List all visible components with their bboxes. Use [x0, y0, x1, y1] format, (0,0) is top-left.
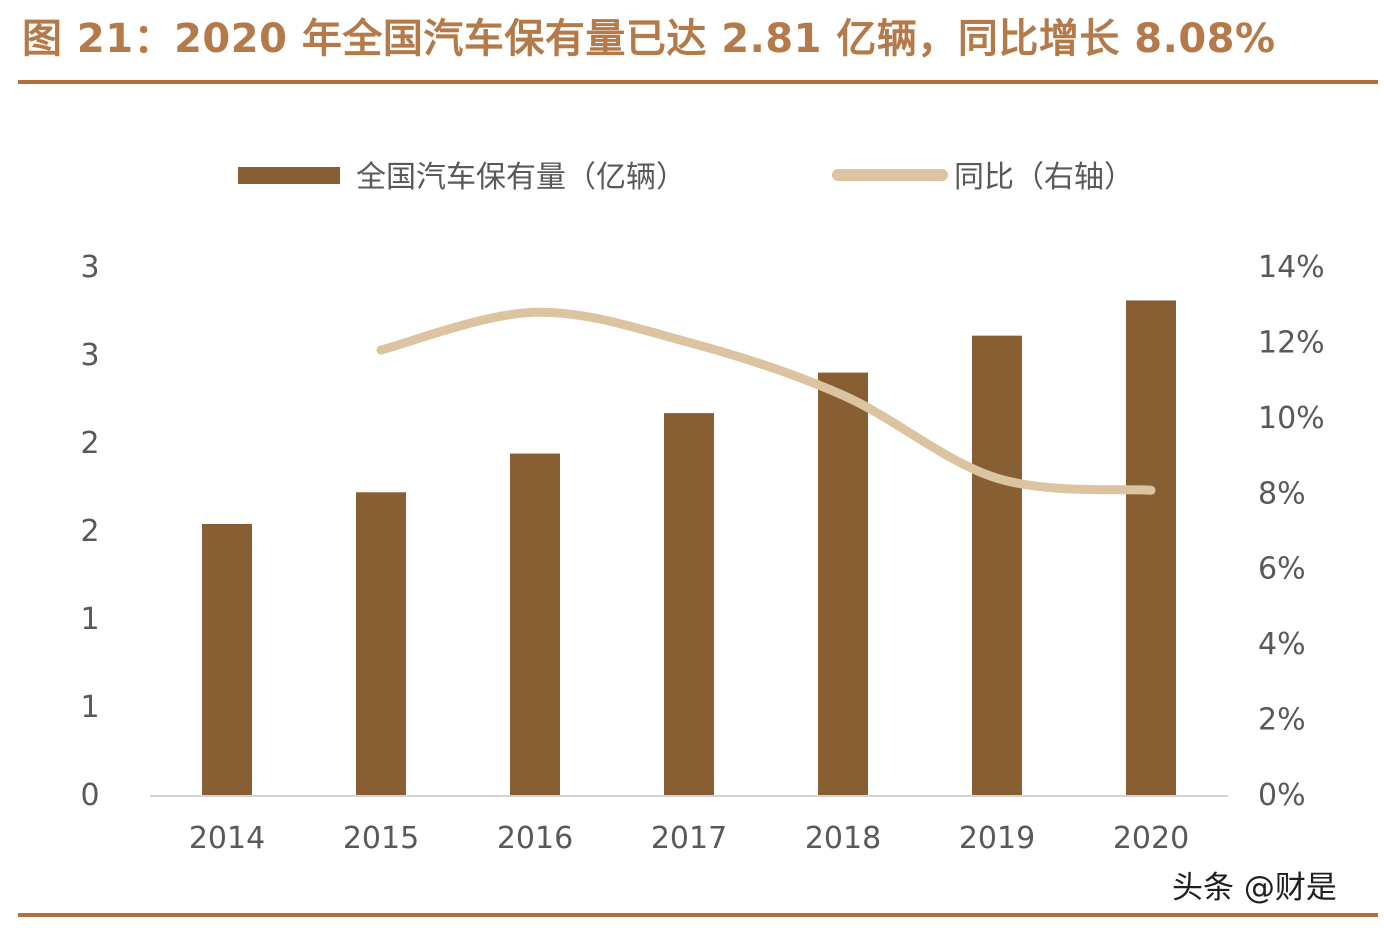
- legend: 全国汽车保有量（亿辆） 同比（右轴）: [238, 160, 1134, 195]
- bar-series: [202, 300, 1176, 795]
- left-tick-label: 1: [80, 690, 99, 725]
- left-tick-label: 3: [80, 250, 99, 285]
- right-tick-label: 14%: [1258, 250, 1325, 285]
- bar-2017: [664, 413, 714, 795]
- left-tick-label: 1: [80, 602, 99, 637]
- left-axis-ticks: 0 1 1 2 2 3 3: [80, 250, 99, 813]
- legend-label-line: 同比（右轴）: [954, 160, 1134, 195]
- right-tick-label: 12%: [1258, 325, 1325, 360]
- x-tick-label: 2015: [343, 821, 419, 856]
- bar-2019: [972, 335, 1022, 795]
- right-tick-label: 8%: [1258, 476, 1306, 511]
- bar-2015: [356, 492, 406, 795]
- x-tick-label: 2020: [1113, 821, 1189, 856]
- legend-label-bar: 全国汽车保有量（亿辆）: [356, 160, 686, 195]
- left-tick-label: 0: [80, 778, 99, 813]
- left-tick-label: 3: [80, 338, 99, 373]
- x-tick-label: 2014: [189, 821, 265, 856]
- yoy-line: [376, 307, 1156, 495]
- bottom-divider: [18, 913, 1378, 917]
- bar-2016: [510, 453, 560, 795]
- chart-title: 图 21：2020 年全国汽车保有量已达 2.81 亿辆，同比增长 8.08%: [22, 16, 1276, 62]
- x-tick-label: 2016: [497, 821, 573, 856]
- right-tick-label: 10%: [1258, 401, 1325, 436]
- right-tick-label: 2%: [1258, 703, 1306, 738]
- right-tick-label: 0%: [1258, 778, 1306, 813]
- right-tick-label: 4%: [1258, 627, 1306, 662]
- right-tick-label: 6%: [1258, 552, 1306, 587]
- bar-2014: [202, 523, 252, 795]
- x-tick-label: 2018: [805, 821, 881, 856]
- right-axis-ticks: 0% 2% 4% 6% 8% 10% 12% 14%: [1258, 250, 1325, 813]
- left-tick-label: 2: [80, 426, 99, 461]
- x-tick-label: 2017: [651, 821, 727, 856]
- legend-swatch-bar: [238, 167, 340, 184]
- bar-2018: [818, 372, 868, 795]
- x-tick-label: 2019: [959, 821, 1035, 856]
- top-divider: [18, 80, 1378, 84]
- watermark: 头条 @财是: [1172, 870, 1337, 906]
- bar-2020: [1126, 300, 1176, 795]
- x-axis-labels: 2014 2015 2016 2017 2018 2019 2020: [189, 821, 1189, 856]
- left-tick-label: 2: [80, 514, 99, 549]
